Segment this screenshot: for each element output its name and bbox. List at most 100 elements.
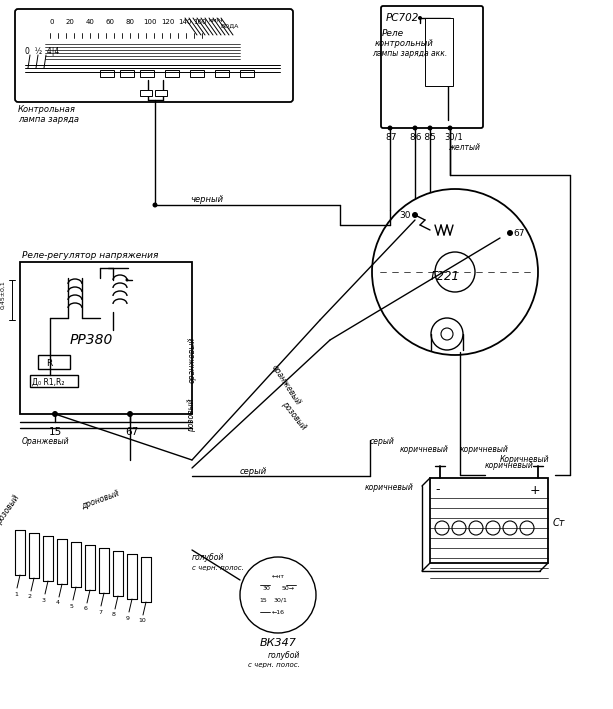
Text: 60: 60: [105, 19, 115, 25]
Text: Д₀ R1,R₂: Д₀ R1,R₂: [32, 377, 64, 386]
Text: 15: 15: [259, 598, 267, 603]
Bar: [120, 70, 134, 77]
Text: оранжевый: оранжевый: [188, 337, 197, 383]
Circle shape: [435, 252, 475, 292]
Text: 0: 0: [50, 19, 54, 25]
Bar: [190, 70, 204, 77]
Circle shape: [469, 521, 483, 535]
Bar: [140, 70, 154, 77]
Circle shape: [507, 230, 513, 236]
Text: Коричневый: Коричневый: [500, 455, 550, 464]
Text: РР380: РР380: [70, 333, 113, 347]
Bar: [100, 70, 114, 77]
Text: 0  ½  4|4: 0 ½ 4|4: [25, 48, 59, 57]
Bar: [165, 70, 179, 77]
Text: 30/1: 30/1: [273, 598, 287, 603]
Circle shape: [435, 521, 449, 535]
Circle shape: [240, 557, 316, 633]
Text: -: -: [435, 484, 440, 496]
Text: 5: 5: [70, 603, 74, 608]
Text: 40: 40: [86, 19, 94, 25]
Circle shape: [447, 125, 452, 130]
Circle shape: [387, 125, 392, 130]
Bar: [430, 478, 548, 563]
Text: 8: 8: [112, 613, 116, 618]
Text: 140: 140: [178, 19, 192, 25]
Circle shape: [486, 521, 500, 535]
Circle shape: [503, 521, 517, 535]
Circle shape: [431, 318, 463, 350]
Text: 20: 20: [66, 19, 74, 25]
Text: Оранжевый: Оранжевый: [22, 437, 70, 447]
Text: лампы заряда акк.: лампы заряда акк.: [372, 48, 447, 57]
Text: лампа заряда: лампа заряда: [18, 116, 79, 125]
Text: 160: 160: [193, 19, 207, 25]
Text: розовый: розовый: [0, 493, 21, 526]
Text: Контрольная: Контрольная: [18, 106, 76, 114]
Bar: [140, 90, 152, 96]
Text: +: +: [530, 484, 541, 496]
Text: 67: 67: [513, 228, 525, 238]
Text: 67: 67: [125, 427, 139, 437]
Text: РС702: РС702: [386, 13, 419, 23]
Text: серый: серый: [370, 437, 395, 447]
Circle shape: [418, 16, 422, 20]
Text: черный: черный: [190, 196, 223, 204]
Text: Реле-регулятор напряжения: Реле-регулятор напряжения: [22, 252, 158, 260]
Text: ВК347: ВК347: [259, 638, 297, 648]
Bar: [240, 70, 254, 77]
Text: желтый: желтый: [448, 143, 480, 152]
Text: серый: серый: [240, 467, 267, 476]
Bar: [155, 90, 167, 96]
Text: ←нт: ←нт: [272, 574, 284, 579]
FancyBboxPatch shape: [15, 9, 293, 102]
Text: голубой: голубой: [192, 554, 224, 562]
Text: с черн. полос.: с черн. полос.: [192, 565, 244, 571]
Bar: [38, 355, 70, 369]
Text: 3: 3: [42, 598, 46, 603]
Text: 120: 120: [161, 19, 175, 25]
Text: 6: 6: [84, 606, 88, 611]
FancyBboxPatch shape: [381, 6, 483, 128]
Text: 4: 4: [56, 601, 60, 605]
Text: 80: 80: [126, 19, 134, 25]
Text: коричневый: коричневый: [460, 445, 509, 454]
Text: 87: 87: [385, 133, 397, 142]
Bar: [425, 18, 453, 86]
Text: коричневый: коричневый: [485, 461, 534, 469]
Text: коричневый: коричневый: [365, 484, 414, 493]
Text: оранжевый: оранжевый: [270, 363, 303, 407]
Circle shape: [427, 125, 433, 130]
Text: с черн. полос.: с черн. полос.: [248, 662, 300, 668]
Text: Реле: Реле: [382, 28, 404, 38]
Text: дроновый: дроновый: [80, 489, 120, 511]
Text: Г221: Г221: [430, 271, 460, 284]
Text: 2: 2: [28, 595, 32, 600]
Text: голубой: голубой: [268, 650, 300, 659]
Text: розовый: розовый: [280, 399, 308, 431]
Text: ←16: ←16: [272, 610, 284, 615]
Circle shape: [452, 521, 466, 535]
Text: 30: 30: [262, 586, 270, 591]
Circle shape: [153, 203, 158, 208]
Text: 30: 30: [399, 211, 411, 220]
Text: 9: 9: [126, 615, 130, 620]
Text: 0,45±0,1: 0,45±0,1: [1, 281, 6, 309]
Text: км/ч: км/ч: [208, 18, 223, 23]
Circle shape: [372, 189, 538, 355]
Text: Ст: Ст: [553, 518, 565, 528]
Circle shape: [126, 279, 129, 281]
Text: 30/1: 30/1: [444, 133, 463, 142]
Text: R: R: [46, 359, 52, 367]
Circle shape: [412, 212, 418, 218]
Text: контрольный: контрольный: [375, 38, 434, 48]
Text: 15: 15: [49, 427, 63, 437]
Circle shape: [52, 411, 58, 417]
Circle shape: [413, 125, 417, 130]
Text: 1: 1: [14, 591, 18, 596]
Text: розовый: розовый: [188, 398, 197, 432]
Circle shape: [127, 411, 133, 417]
Text: 100: 100: [143, 19, 157, 25]
Bar: [215, 70, 229, 77]
Text: коричневый: коричневый: [400, 445, 449, 454]
